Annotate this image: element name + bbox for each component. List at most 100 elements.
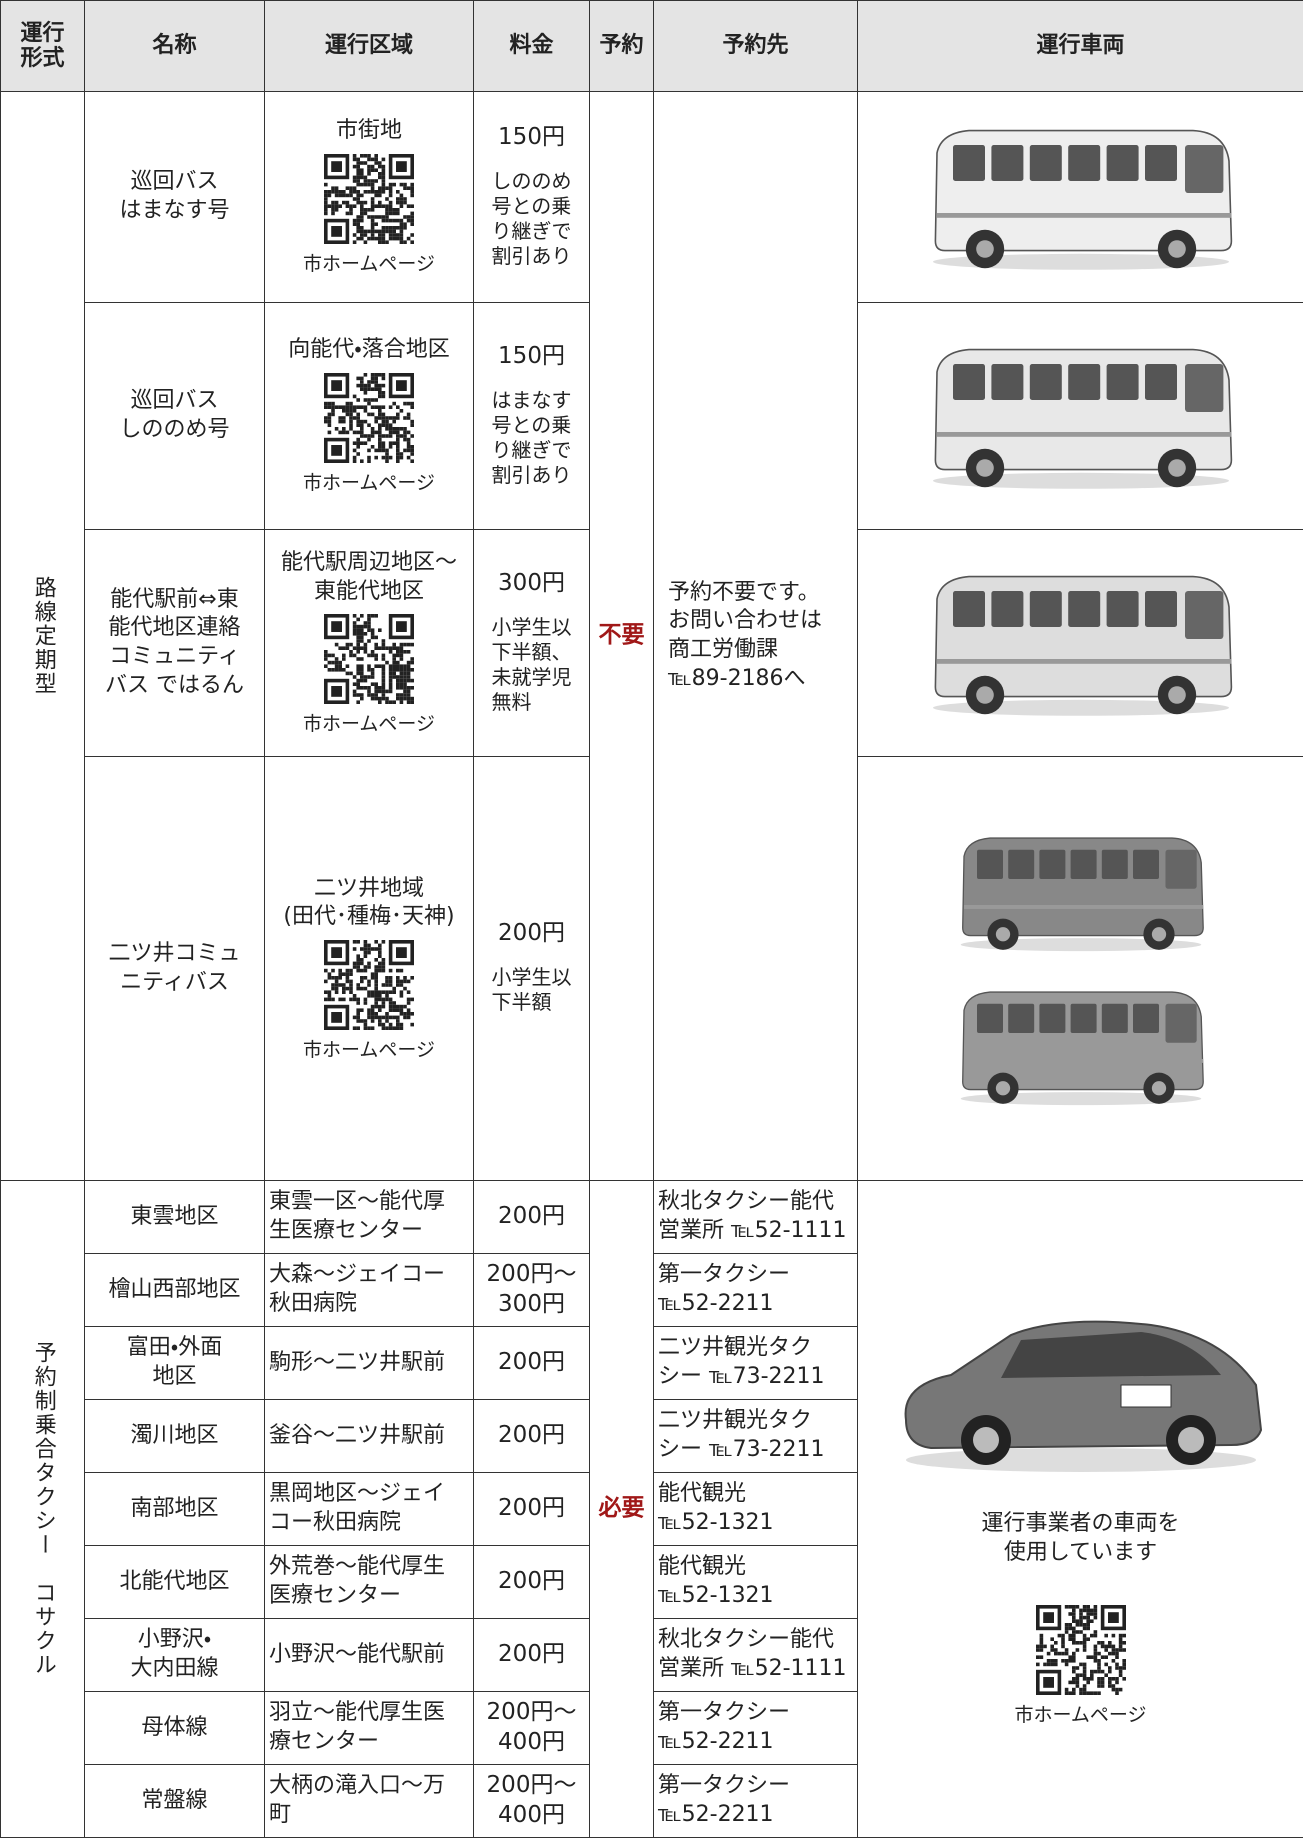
- reservation: 不要: [590, 92, 654, 1181]
- service-name: 富田・外面 地区: [85, 1327, 265, 1400]
- area: 釜谷～二ツ井駅前: [265, 1400, 474, 1473]
- area: 大柄の滝入口～万 町: [265, 1765, 474, 1838]
- vehicle-text: 運行事業者の車両を 使用しています: [862, 1510, 1299, 1567]
- fare: 200円: [474, 1546, 590, 1619]
- contact: 秋北タクシー能代 営業所 ℡52-1111: [654, 1619, 858, 1692]
- fare-cell: 200円小学生以 下半額: [474, 757, 590, 1181]
- contact: 秋北タクシー能代 営業所 ℡52-1111: [654, 1181, 858, 1254]
- qr-caption: 市ホームページ: [269, 1038, 469, 1063]
- fare: 200円: [474, 1619, 590, 1692]
- fare: 200円: [474, 1400, 590, 1473]
- contact: 第一タクシー ℡52-2211: [654, 1692, 858, 1765]
- service-name: 巡回バス はまなす号: [85, 92, 265, 303]
- area: 羽立～能代厚生医 療センター: [265, 1692, 474, 1765]
- fare-cell: 150円しののめ 号との乗 り継ぎで 割引あり: [474, 92, 590, 303]
- qr-caption: 市ホームページ: [862, 1703, 1299, 1728]
- vehicle-cell: 運行事業者の車両を 使用しています市ホームページ: [858, 1181, 1303, 1838]
- reservation: 必要: [590, 1181, 654, 1838]
- contact: 二ツ井観光タク シー ℡73-2211: [654, 1327, 858, 1400]
- area: 能代駅周辺地区～ 東能代地区: [269, 549, 469, 606]
- column-header: 名称: [85, 1, 265, 92]
- fare: 200円～ 400円: [474, 1765, 590, 1838]
- area-cell: 市街地市ホームページ: [265, 92, 474, 303]
- column-header: 料金: [474, 1, 590, 92]
- area: 東雲一区～能代厚 生医療センター: [265, 1181, 474, 1254]
- vehicle-cell: [858, 92, 1303, 303]
- fare: 200円: [474, 1327, 590, 1400]
- service-type: 予約制乗合タクシー コサクル: [1, 1181, 85, 1838]
- spacer: [862, 1567, 1299, 1597]
- service-name: 小野沢・ 大内田線: [85, 1619, 265, 1692]
- service-name: 北能代地区: [85, 1546, 265, 1619]
- area: 向能代・落合地区: [269, 336, 469, 365]
- fare: 200円: [478, 919, 585, 949]
- vehicle-photo: [951, 971, 1211, 1121]
- contact: 能代観光 ℡52-1321: [654, 1546, 858, 1619]
- vehicle-photo: [921, 112, 1241, 282]
- contact: 第一タクシー ℡52-2211: [654, 1254, 858, 1327]
- area-cell: 向能代・落合地区市ホームページ: [265, 303, 474, 530]
- area: 小野沢～能代駅前: [265, 1619, 474, 1692]
- service-name: 母体線: [85, 1692, 265, 1765]
- column-header: 予約先: [654, 1, 858, 92]
- fare: 200円: [474, 1181, 590, 1254]
- area-cell: 二ツ井地域 (田代･種梅･天神) 市ホームページ: [265, 757, 474, 1181]
- qr-code: [324, 154, 414, 244]
- column-header: 予約: [590, 1, 654, 92]
- service-name: 南部地区: [85, 1473, 265, 1546]
- service-name: 檜山西部地区: [85, 1254, 265, 1327]
- vehicle-photo: [921, 558, 1241, 728]
- fare: 200円～ 400円: [474, 1692, 590, 1765]
- fare-cell: 300円小学生以 下半額、 未就学児 無料: [474, 530, 590, 757]
- service-name: 常盤線: [85, 1765, 265, 1838]
- fare: 150円: [478, 342, 585, 372]
- service-name: 二ツ井コミュ ニティバス: [85, 757, 265, 1181]
- qr-caption: 市ホームページ: [269, 252, 469, 277]
- area: 二ツ井地域 (田代･種梅･天神): [269, 875, 469, 932]
- area: 黒岡地区～ジェイ コー秋田病院: [265, 1473, 474, 1546]
- qr-code: [324, 614, 414, 704]
- vehicle-cell: [858, 530, 1303, 757]
- qr-caption: 市ホームページ: [269, 471, 469, 496]
- qr-code: [324, 373, 414, 463]
- vehicle-cell: [858, 303, 1303, 530]
- fare: 300円: [478, 569, 585, 599]
- contact: 二ツ井観光タク シー ℡73-2211: [654, 1400, 858, 1473]
- service-name: 能代駅前⇔東 能代地区連絡 コミュニティ バス ではるん: [85, 530, 265, 757]
- area: 大森～ジェイコー 秋田病院: [265, 1254, 474, 1327]
- service-type-label: 予約制乗合タクシー コサクル: [28, 1341, 57, 1677]
- vehicle-photo: [891, 1290, 1271, 1480]
- column-header: 運行車両: [858, 1, 1303, 92]
- service-type: 路線定期型: [1, 92, 85, 1181]
- qr-caption: 市ホームページ: [269, 712, 469, 737]
- column-header: 運行区域: [265, 1, 474, 92]
- area: 市街地: [269, 117, 469, 146]
- column-header: 運行 形式: [1, 1, 85, 92]
- contact: 能代観光 ℡52-1321: [654, 1473, 858, 1546]
- fare-note: しののめ 号との乗 り継ぎで 割引あり: [492, 169, 572, 269]
- contact: 第一タクシー ℡52-2211: [654, 1765, 858, 1838]
- contact: 予約不要です。 お問い合わせは 商工労働課 ℡89-2186へ: [654, 92, 858, 1181]
- service-name: 巡回バス しののめ号: [85, 303, 265, 530]
- fare-cell: 150円はまなす 号との乗 り継ぎで 割引あり: [474, 303, 590, 530]
- fare: 200円～ 300円: [474, 1254, 590, 1327]
- fare-note: 小学生以 下半額: [492, 965, 572, 1015]
- qr-code: [324, 940, 414, 1030]
- service-name: 東雲地区: [85, 1181, 265, 1254]
- vehicle-cell: [858, 757, 1303, 1181]
- fare-note: はまなす 号との乗 り継ぎで 割引あり: [492, 388, 572, 488]
- area-cell: 能代駅周辺地区～ 東能代地区市ホームページ: [265, 530, 474, 757]
- fare: 200円: [474, 1473, 590, 1546]
- vehicle-photo: [921, 331, 1241, 501]
- area: 外荒巻～能代厚生 医療センター: [265, 1546, 474, 1619]
- header-row: 運行 形式名称運行区域料金予約予約先運行車両: [1, 1, 1303, 92]
- qr-code: [1036, 1605, 1126, 1695]
- fare-note: 小学生以 下半額、 未就学児 無料: [492, 615, 572, 715]
- area: 駒形～二ツ井駅前: [265, 1327, 474, 1400]
- vehicle-photo: [951, 817, 1211, 967]
